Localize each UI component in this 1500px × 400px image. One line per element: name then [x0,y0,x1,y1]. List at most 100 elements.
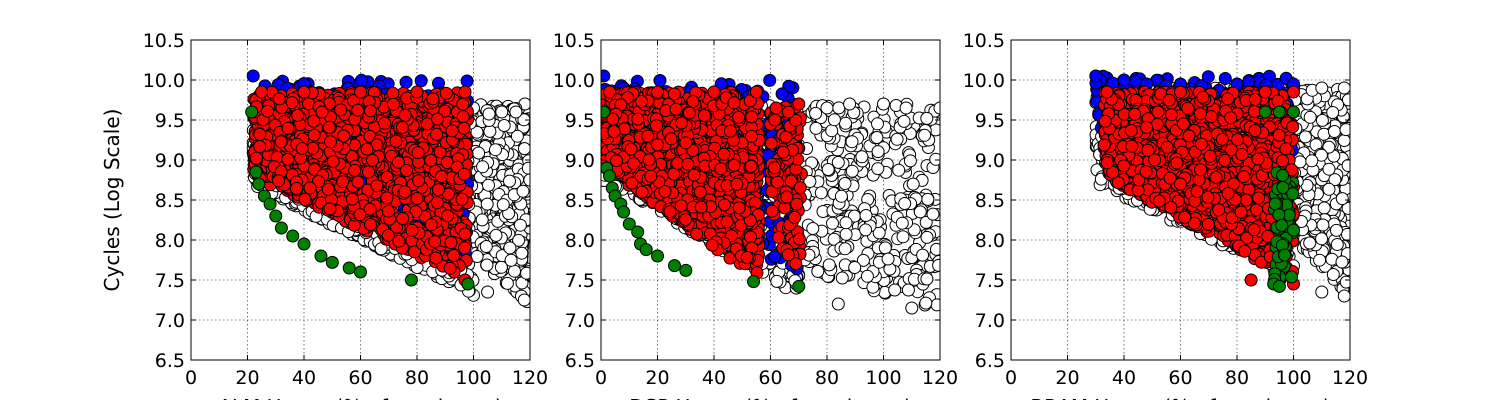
x-axis-label: ALM Usage (% of maximum) [218,395,502,400]
y-tick-label: 8.5 [155,190,185,212]
data-point [398,108,412,122]
data-point [445,124,459,138]
data-point [504,253,518,267]
data-point [429,251,443,265]
data-point [386,97,400,111]
data-point [261,104,274,118]
data-point [521,161,530,175]
data-point [409,205,423,219]
y-tick-label: 10.0 [143,70,185,92]
data-point [476,160,490,174]
data-point [245,105,259,119]
data-point [323,202,337,216]
data-point [325,255,339,269]
data-point [285,96,299,110]
data-point [274,135,288,149]
y-tick-label: 9.5 [155,110,185,132]
data-point [272,92,286,106]
data-point [480,197,494,211]
data-point [503,174,516,188]
data-point [322,120,336,134]
data-point [455,192,469,206]
data-point [345,192,359,206]
data-point [470,125,484,139]
data-point [249,151,263,165]
data-point [518,142,530,156]
data-point [472,146,486,160]
data-point [336,175,350,189]
data-point [400,164,413,177]
data-point [307,114,321,128]
series-2-points [247,85,475,287]
data-point [269,209,283,223]
data-point [414,74,428,88]
data-point [291,108,305,122]
data-point [364,218,377,231]
data-point [380,191,394,205]
data-point [496,198,510,212]
data-point [460,74,474,88]
data-point [500,276,514,290]
data-point [456,97,470,111]
y-tick-label: 7.0 [155,310,185,332]
data-point [255,85,269,99]
data-point [382,204,395,218]
data-point [249,165,263,179]
data-point [281,152,295,166]
data-point [253,140,267,153]
data-point [389,134,403,148]
data-point [424,153,438,167]
data-point [503,241,517,255]
data-point [360,142,374,156]
data-point [355,73,368,87]
data-point [508,264,521,278]
x-tick-label: 60 [348,367,372,389]
data-point [354,85,367,99]
data-point [398,185,412,199]
data-point [252,177,266,191]
data-point [290,181,303,195]
data-point [295,142,309,155]
data-point [513,218,527,232]
data-point [391,155,405,169]
data-point [314,249,328,263]
data-point [410,85,424,99]
data-point [458,241,472,255]
data-point [366,153,379,167]
data-point [510,129,524,143]
data-point [428,235,442,249]
data-point [431,112,444,126]
data-point [457,167,471,181]
data-point [246,69,260,83]
y-tick-label: 8.0 [155,230,185,252]
data-point [424,218,438,232]
data-point [298,192,312,206]
data-point [386,86,400,100]
data-point [274,221,288,235]
data-point [516,184,530,198]
data-point [297,85,311,99]
data-point [395,121,409,134]
data-point [480,258,494,272]
data-point [447,249,461,262]
data-point [399,75,413,89]
data-point [378,116,392,130]
data-point [337,129,351,143]
data-point [458,227,472,241]
data-point [458,85,472,99]
data-point [392,234,406,248]
data-point [334,103,348,117]
x-tick-label: 20 [235,367,259,389]
data-point [272,174,286,188]
data-point [431,183,445,197]
y-tick-label: 9.0 [155,150,185,172]
data-point [351,175,365,189]
x-tick-label: 0 [185,367,197,389]
data-point [482,178,495,192]
x-tick-label: 120 [512,367,548,389]
x-tick-label: 80 [405,367,429,389]
data-point [412,174,426,188]
panel-alm-usage: 0 20 40 60 80 100 1206.57.07.58.08.59.09.510.0… [143,30,548,400]
data-point [410,192,424,205]
